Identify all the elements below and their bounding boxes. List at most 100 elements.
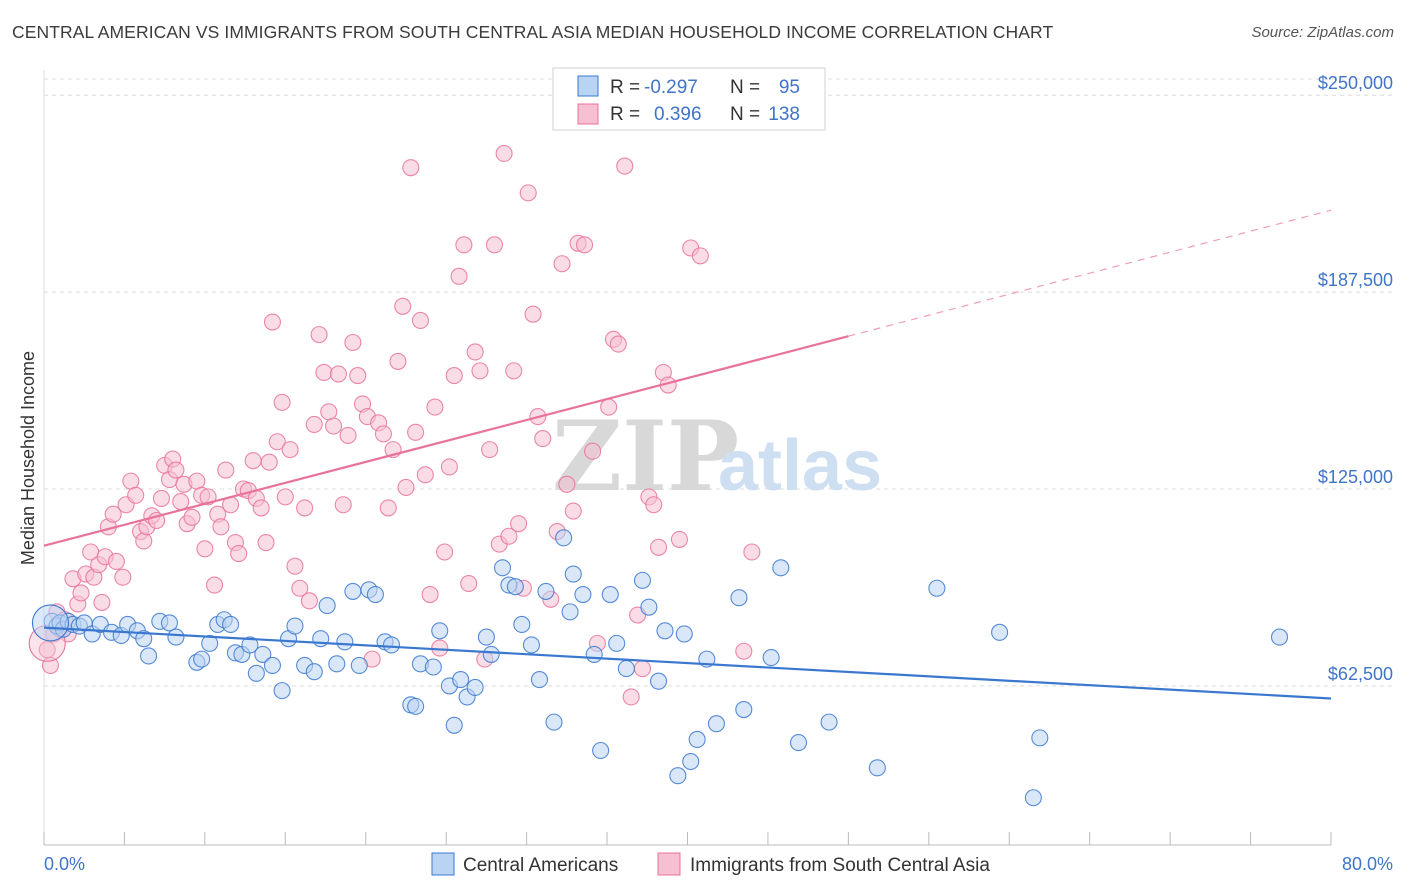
south-central-asia-point-116 [564, 502, 582, 520]
y-tick-labels: $62,500 $125,000 $187,500 $250,000 [1318, 73, 1393, 684]
x-tick-label-max: 80.0% [1342, 854, 1393, 874]
south-central-asia-point-121 [600, 398, 618, 416]
south-central-asia-point-52 [252, 499, 270, 517]
central-american-point-17 [160, 614, 179, 632]
central-american-point-65 [545, 713, 563, 731]
central-american-point-47 [407, 697, 425, 715]
south-central-asia-point-32 [167, 461, 185, 479]
central-american-point-31 [273, 682, 291, 700]
south-central-asia-point-101 [485, 236, 504, 254]
central-american-point-96 [1270, 628, 1289, 646]
south-central-asia-point-119 [584, 442, 602, 460]
south-central-asia-point-55 [263, 313, 281, 331]
central-american-point-90 [820, 713, 838, 731]
south-central-asia-point-47 [230, 545, 248, 563]
south-central-asia-point-62 [296, 499, 314, 517]
south-central-asia-point-21 [122, 472, 140, 490]
x-axis-ticks [43, 832, 1332, 845]
south-central-asia-point-133 [670, 530, 689, 548]
central-american-point-15 [140, 647, 158, 665]
south-central-asia-point-18 [107, 552, 125, 571]
south-central-asia-point-137 [743, 543, 761, 561]
south-central-asia-point-91 [436, 543, 454, 561]
central-american-point-77 [649, 672, 668, 690]
watermark-atlas: atlas [718, 426, 882, 506]
legend-swatch-central-americans [431, 852, 455, 876]
central-american-point-82 [688, 730, 706, 749]
south-central-asia-point-85 [407, 423, 425, 441]
central-american-point-56 [477, 628, 495, 646]
central-american-point-35 [305, 663, 323, 681]
central-american-point-55 [466, 678, 484, 697]
central-american-point-84 [707, 715, 726, 733]
south-central-asia-point-81 [389, 352, 407, 370]
south-central-asia-point-89 [426, 398, 444, 416]
south-central-asia-point-78 [374, 425, 392, 443]
central-american-point-18 [167, 628, 185, 646]
central-american-point-66 [555, 529, 573, 547]
central-american-point-89 [789, 734, 808, 752]
central-american-point-20 [193, 650, 211, 668]
central-american-cluster [31, 604, 69, 642]
south-central-asia-point-98 [471, 362, 489, 380]
central-american-point-62 [522, 636, 541, 654]
central-american-point-37 [318, 597, 336, 615]
south-central-asia-point-66 [315, 363, 333, 381]
south-central-asia-point-69 [329, 365, 347, 383]
south-central-asia-point-71 [339, 426, 357, 444]
south-central-asia-point-60 [286, 557, 304, 575]
south-central-asia-point-104 [500, 527, 518, 545]
y-tick-label-1: $125,000 [1318, 467, 1393, 487]
south-central-asia-point-109 [524, 305, 542, 323]
central-american-point-29 [254, 645, 272, 663]
central-american-point-67 [561, 603, 579, 621]
south-central-asia-point-39 [196, 540, 214, 558]
central-american-point-70 [585, 645, 603, 663]
central-american-point-95 [1031, 729, 1049, 747]
chart-title: CENTRAL AMERICAN VS IMMIGRANTS FROM SOUT… [12, 22, 1054, 42]
central-american-point-50 [431, 622, 449, 640]
south-central-asia-point-53 [257, 534, 275, 552]
central-american-point-93 [991, 623, 1009, 641]
south-central-asia-point-92 [440, 458, 458, 476]
south-central-asia-point-88 [421, 585, 439, 604]
central-american-point-79 [669, 767, 687, 785]
south-central-asia-point-115 [558, 475, 576, 493]
south-central-asia-point-79 [379, 499, 397, 517]
central-american-point-27 [241, 636, 259, 654]
south-central-asia-point-83 [397, 478, 415, 496]
trend-lines [43, 209, 1332, 700]
south-central-asia-point-125 [622, 688, 640, 706]
series-legend: Central Americans Immigrants from South … [431, 852, 990, 876]
south-central-asia-point-130 [649, 538, 668, 556]
south-central-asia-point-111 [534, 430, 552, 448]
south-central-asia-point-24 [135, 532, 153, 550]
south-central-asia-point-64 [305, 415, 323, 433]
south-central-asia-point-61 [291, 579, 309, 597]
legend-label-south-central-asia: Immigrants from South Central Asia [690, 855, 990, 876]
south-central-asia-point-129 [645, 496, 663, 514]
central-american-point-30 [263, 656, 281, 674]
central-american-point-91 [868, 759, 886, 777]
south-central-asia-point-108 [519, 184, 537, 202]
central-american-point-52 [445, 716, 463, 734]
south-central-asia-point-105 [505, 362, 523, 380]
south-central-asia-point-9 [72, 584, 90, 602]
central-american-point-38 [328, 655, 346, 673]
central-american-point-78 [656, 622, 674, 640]
south-central-asia-point-73 [349, 367, 367, 385]
legend-swatch-pink [577, 103, 599, 125]
south-central-asia-point-93 [445, 367, 463, 385]
south-central-asia-point-57 [273, 393, 291, 411]
south-central-asia-point-33 [172, 493, 190, 511]
legend-n-label-blue: N = [730, 77, 760, 98]
central-american-point-43 [366, 585, 384, 604]
south-central-asia-point-54 [260, 453, 278, 471]
central-american-point-71 [592, 741, 610, 760]
central-american-trend-line [43, 626, 1332, 700]
central-american-point-28 [247, 664, 265, 682]
central-american-point-41 [350, 656, 368, 674]
legend-label-central-americans: Central Americans [463, 855, 618, 876]
legend-r-label-blue: R = [610, 77, 640, 98]
south-central-asia-point-28 [152, 489, 170, 508]
